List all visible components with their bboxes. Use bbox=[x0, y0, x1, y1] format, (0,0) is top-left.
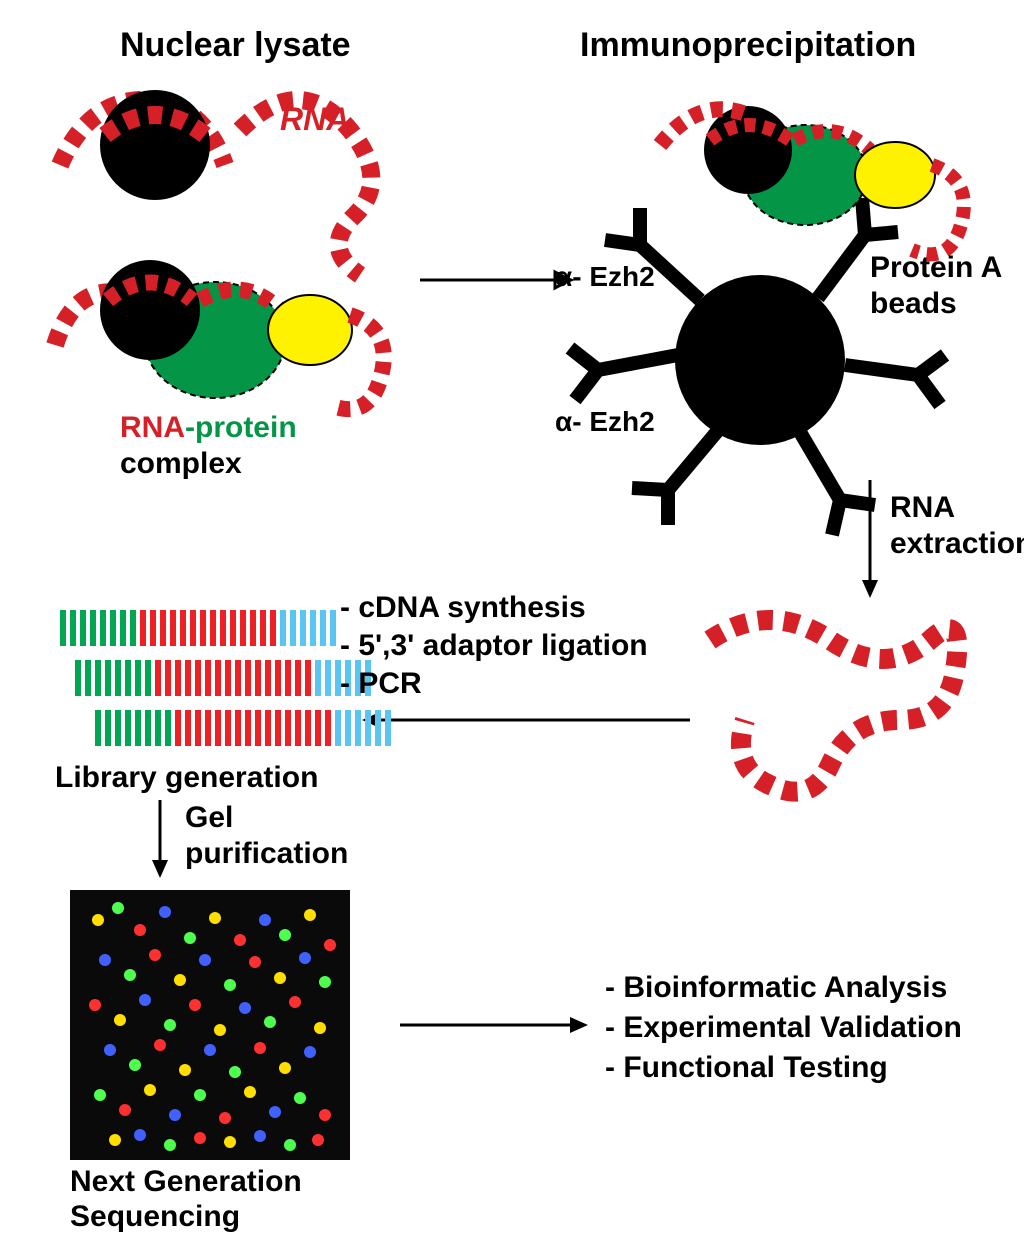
rna-protein-complex bbox=[55, 260, 384, 409]
title-immunoprecipitation: Immunoprecipitation bbox=[580, 25, 916, 66]
label-adaptor: - 5',3' adaptor ligation bbox=[340, 628, 648, 664]
label-library-generation: Library generation bbox=[55, 760, 318, 796]
label-alpha-ezh2-1: α- Ezh2 bbox=[555, 260, 655, 294]
label-pcr: - PCR bbox=[340, 666, 422, 702]
label-experimental: - Experimental Validation bbox=[605, 1010, 962, 1046]
label-gel-purification: Gel purification bbox=[185, 800, 348, 872]
label-bioinformatic: - Bioinformatic Analysis bbox=[605, 970, 947, 1006]
ngs-image bbox=[70, 890, 350, 1160]
arrow-lysate-to-ip bbox=[420, 272, 575, 288]
arrow-to-library bbox=[362, 712, 690, 728]
nuclear-lysate-rna-1 bbox=[60, 90, 225, 200]
label-ngs: Next Generation Sequencing bbox=[70, 1165, 302, 1234]
label-functional: - Functional Testing bbox=[605, 1050, 888, 1086]
title-nuclear-lysate: Nuclear lysate bbox=[120, 25, 351, 66]
label-protein-a-beads: Protein A beads bbox=[870, 250, 1002, 322]
label-rna-protein-complex: RNA-protein complex bbox=[120, 410, 297, 482]
label-alpha-ezh2-2: α- Ezh2 bbox=[555, 405, 655, 439]
arrow-to-analysis bbox=[400, 1017, 588, 1033]
label-rna-extraction: RNA extraction bbox=[890, 490, 1024, 562]
label-cdna: - cDNA synthesis bbox=[340, 590, 586, 626]
arrow-gel-purification bbox=[152, 800, 168, 878]
label-rna: RNA bbox=[280, 100, 349, 138]
extracted-rna bbox=[710, 620, 957, 792]
